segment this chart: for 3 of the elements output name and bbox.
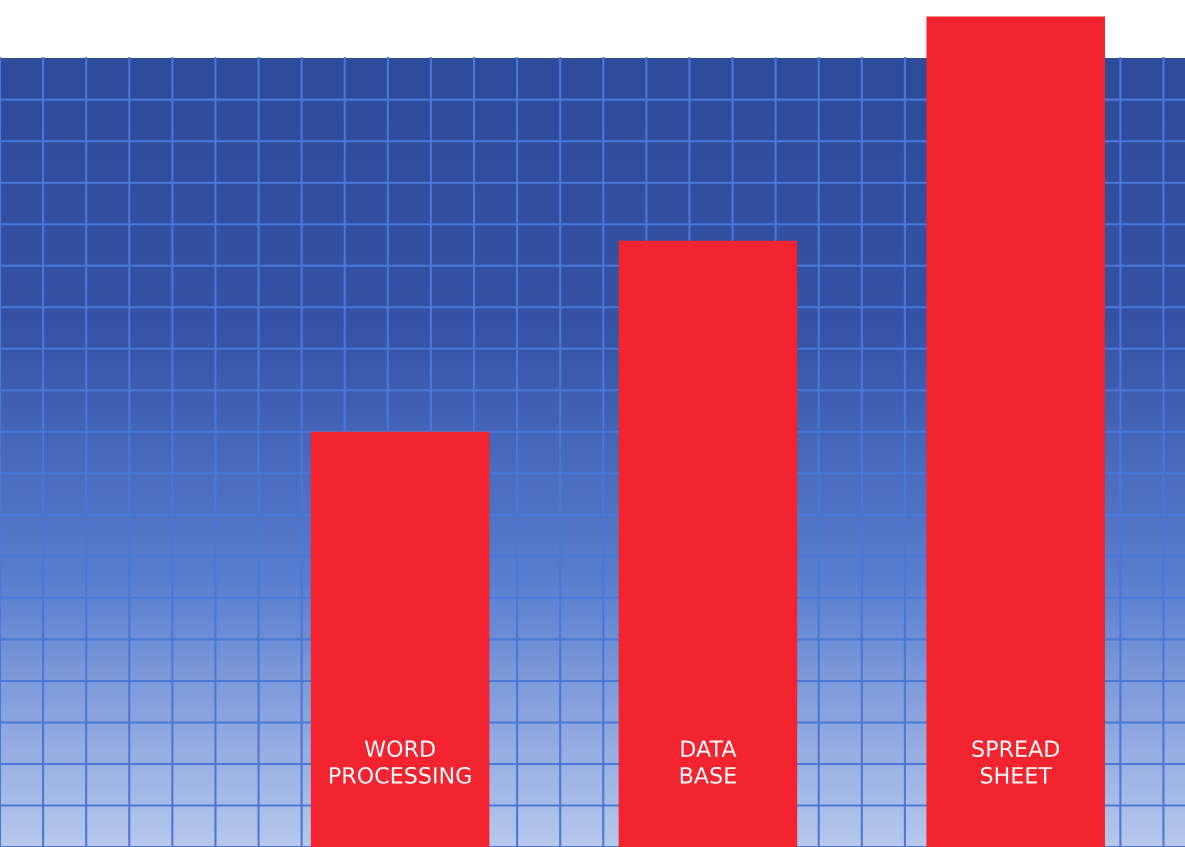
x-tick-label: WORD PROCESSING [330,740,471,784]
x-tick-label: DATA BASE [680,740,737,784]
x-tick-label: SPREAD SHEET [972,740,1060,784]
